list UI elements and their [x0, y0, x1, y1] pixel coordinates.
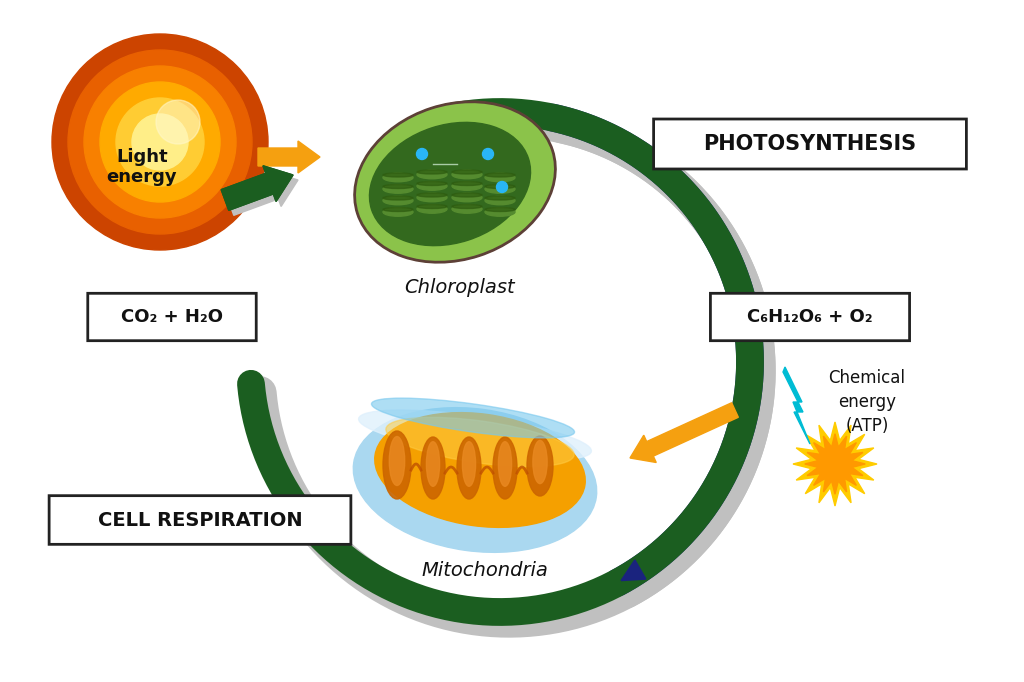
Ellipse shape: [527, 436, 553, 496]
Text: Light
energy: Light energy: [106, 147, 177, 186]
Ellipse shape: [485, 207, 515, 211]
Ellipse shape: [372, 398, 574, 438]
Ellipse shape: [383, 185, 413, 188]
FancyBboxPatch shape: [49, 496, 351, 544]
Circle shape: [52, 34, 268, 250]
Text: Chloroplast: Chloroplast: [404, 278, 515, 297]
Ellipse shape: [383, 173, 413, 177]
FancyArrow shape: [226, 170, 298, 216]
Ellipse shape: [383, 196, 413, 200]
Ellipse shape: [383, 185, 413, 193]
Ellipse shape: [452, 181, 482, 190]
FancyArrow shape: [630, 403, 738, 462]
Ellipse shape: [383, 431, 411, 499]
Ellipse shape: [383, 208, 413, 216]
Circle shape: [84, 66, 236, 218]
Ellipse shape: [485, 196, 515, 200]
Circle shape: [482, 149, 494, 160]
Ellipse shape: [532, 441, 547, 484]
Ellipse shape: [353, 408, 597, 552]
FancyArrow shape: [221, 166, 293, 210]
Ellipse shape: [493, 437, 517, 499]
Circle shape: [68, 50, 252, 234]
Ellipse shape: [375, 413, 586, 527]
Ellipse shape: [426, 442, 439, 486]
Ellipse shape: [499, 442, 512, 486]
Ellipse shape: [417, 181, 447, 190]
Ellipse shape: [383, 173, 413, 181]
Ellipse shape: [417, 170, 447, 179]
Circle shape: [132, 114, 188, 170]
Ellipse shape: [358, 410, 592, 460]
Polygon shape: [793, 422, 877, 506]
Ellipse shape: [485, 185, 515, 188]
Ellipse shape: [452, 170, 482, 179]
Ellipse shape: [417, 181, 447, 186]
Text: C₆H₁₂O₆ + O₂: C₆H₁₂O₆ + O₂: [748, 308, 872, 326]
Ellipse shape: [452, 193, 482, 197]
Ellipse shape: [452, 205, 482, 213]
Text: CELL RESPIRATION: CELL RESPIRATION: [97, 511, 302, 529]
Ellipse shape: [417, 193, 447, 197]
FancyBboxPatch shape: [88, 293, 256, 341]
Ellipse shape: [354, 102, 555, 262]
Text: CO₂ + H₂O: CO₂ + H₂O: [121, 308, 223, 326]
Ellipse shape: [417, 205, 447, 209]
Circle shape: [156, 100, 200, 144]
Text: PHOTOSYNTHESIS: PHOTOSYNTHESIS: [703, 134, 916, 154]
Ellipse shape: [421, 437, 445, 499]
Circle shape: [100, 82, 220, 202]
Circle shape: [497, 181, 508, 192]
Polygon shape: [805, 434, 865, 494]
FancyBboxPatch shape: [653, 119, 967, 169]
Ellipse shape: [485, 185, 515, 193]
Text: Chemical
energy
(ATP): Chemical energy (ATP): [828, 370, 905, 434]
Ellipse shape: [452, 205, 482, 209]
Ellipse shape: [417, 193, 447, 202]
FancyArrow shape: [221, 166, 293, 210]
Circle shape: [417, 149, 427, 160]
Ellipse shape: [485, 208, 515, 216]
Ellipse shape: [457, 437, 481, 499]
Ellipse shape: [452, 170, 482, 174]
Ellipse shape: [485, 173, 515, 177]
Ellipse shape: [370, 122, 530, 246]
Ellipse shape: [485, 173, 515, 181]
Polygon shape: [783, 367, 810, 444]
Ellipse shape: [463, 442, 475, 486]
Ellipse shape: [383, 196, 413, 205]
Ellipse shape: [452, 181, 482, 186]
Ellipse shape: [417, 170, 447, 174]
Ellipse shape: [389, 436, 404, 486]
FancyBboxPatch shape: [711, 293, 909, 341]
Text: Mitochondria: Mitochondria: [422, 561, 549, 580]
FancyArrow shape: [258, 141, 319, 173]
Ellipse shape: [452, 193, 482, 202]
Circle shape: [116, 98, 204, 186]
Ellipse shape: [383, 207, 413, 211]
Ellipse shape: [417, 205, 447, 213]
Ellipse shape: [485, 196, 515, 205]
Ellipse shape: [386, 417, 574, 466]
